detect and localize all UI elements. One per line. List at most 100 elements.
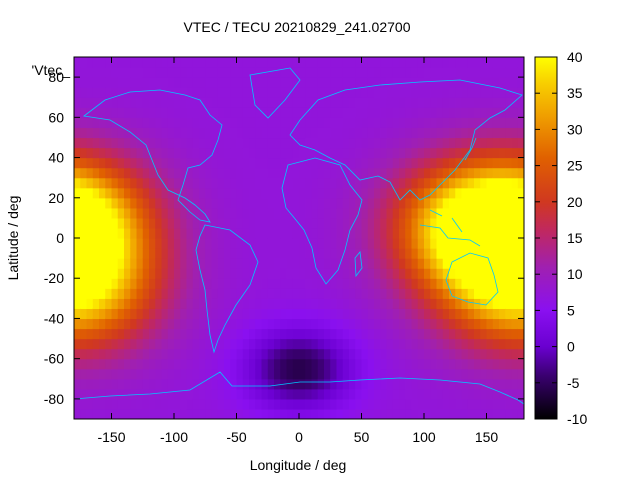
heatmap-cell — [255, 268, 263, 279]
heatmap-cell — [92, 248, 100, 259]
heatmap-cell — [124, 57, 131, 68]
heatmap-cell — [274, 57, 281, 68]
heatmap-cell — [386, 177, 394, 189]
heatmap-cell — [186, 338, 194, 350]
heatmap-cell — [405, 328, 413, 340]
heatmap-cell — [386, 278, 394, 289]
heatmap-cell — [436, 187, 444, 199]
heatmap-cell — [499, 157, 506, 169]
heatmap-cell — [211, 197, 219, 209]
heatmap-cell — [474, 177, 481, 189]
heatmap-cell — [230, 87, 238, 98]
heatmap-cell — [455, 388, 463, 400]
heatmap-cell — [374, 338, 381, 350]
heatmap-cell — [111, 107, 119, 118]
heatmap-cell — [242, 77, 250, 88]
heatmap-cell — [317, 318, 325, 330]
heatmap-cell — [467, 258, 475, 269]
heatmap-cell — [355, 268, 363, 279]
heatmap-cell — [367, 107, 375, 118]
heatmap-cell — [374, 117, 381, 128]
heatmap-cell — [424, 278, 431, 289]
heatmap-cell — [136, 207, 144, 219]
heatmap-cell — [267, 87, 275, 98]
heatmap-cell — [399, 308, 406, 320]
heatmap-cell — [80, 338, 88, 350]
heatmap-cell — [236, 368, 244, 380]
heatmap-cell — [192, 368, 200, 380]
heatmap-cell — [292, 278, 300, 289]
heatmap-cell — [455, 238, 463, 249]
heatmap-cell — [180, 378, 188, 390]
heatmap-cell — [230, 167, 238, 179]
heatmap-cell — [236, 268, 244, 279]
heatmap-cell — [86, 388, 94, 400]
heatmap-cell — [349, 408, 356, 419]
heatmap-cell — [142, 288, 150, 299]
heatmap-cell — [286, 167, 294, 179]
heatmap-cell — [436, 137, 444, 149]
heatmap-cell — [442, 97, 450, 108]
heatmap-cell — [186, 157, 194, 169]
heatmap-cell — [374, 187, 381, 199]
x-tick-label: -100 — [160, 429, 188, 445]
heatmap-cell — [336, 318, 344, 330]
heatmap-cell — [299, 388, 306, 400]
heatmap-cell — [286, 197, 294, 209]
heatmap-cell — [342, 187, 350, 199]
heatmap-cell — [492, 67, 500, 78]
heatmap-cell — [186, 97, 194, 108]
heatmap-cell — [399, 288, 406, 299]
heatmap-cell — [355, 97, 363, 108]
coastline-africa — [281, 157, 363, 285]
heatmap-cell — [274, 107, 281, 118]
heatmap-cell — [461, 157, 469, 169]
heatmap-cell — [86, 57, 94, 68]
heatmap-cell — [411, 87, 419, 98]
heatmap-cell — [199, 217, 206, 229]
heatmap-cell — [367, 147, 375, 159]
heatmap-cell — [186, 238, 194, 249]
heatmap-cell — [174, 328, 181, 340]
heatmap-cell — [480, 378, 488, 390]
heatmap-cell — [405, 258, 413, 269]
heatmap-cell — [280, 207, 288, 219]
heatmap-cell — [211, 97, 219, 108]
heatmap-cell — [349, 87, 356, 98]
heatmap-cell — [430, 177, 438, 189]
heatmap-cell — [311, 77, 319, 88]
heatmap-cell — [467, 207, 475, 219]
heatmap-cell — [74, 288, 81, 299]
heatmap-cell — [499, 348, 506, 360]
heatmap-cell — [492, 127, 500, 139]
heatmap-cell — [324, 137, 331, 149]
heatmap-cell — [405, 107, 413, 118]
heatmap-cell — [342, 338, 350, 350]
heatmap-cell — [299, 338, 306, 350]
heatmap-cell — [255, 217, 263, 229]
heatmap-cell — [336, 398, 344, 410]
heatmap-cell — [142, 87, 150, 98]
heatmap-cell — [349, 318, 356, 330]
heatmap-cell — [255, 238, 263, 249]
heatmap-cell — [492, 117, 500, 128]
heatmap-cell — [130, 258, 138, 269]
heatmap-cell — [424, 288, 431, 299]
heatmap-cell — [280, 187, 288, 199]
heatmap-cell — [424, 157, 431, 169]
heatmap-cell — [305, 318, 313, 330]
heatmap-cell — [480, 368, 488, 380]
heatmap-cell — [505, 238, 513, 249]
heatmap-cell — [461, 288, 469, 299]
heatmap-cell — [267, 97, 275, 108]
heatmap-cell — [86, 298, 94, 309]
y-axis-label: Latitude / deg — [5, 196, 21, 281]
heatmap-cell — [211, 147, 219, 159]
heatmap-cell — [342, 278, 350, 289]
heatmap-cell — [405, 348, 413, 360]
heatmap-cell — [261, 408, 269, 419]
heatmap-cell — [236, 348, 244, 360]
heatmap-cell — [224, 57, 231, 68]
heatmap-cell — [186, 378, 194, 390]
heatmap-cell — [386, 258, 394, 269]
